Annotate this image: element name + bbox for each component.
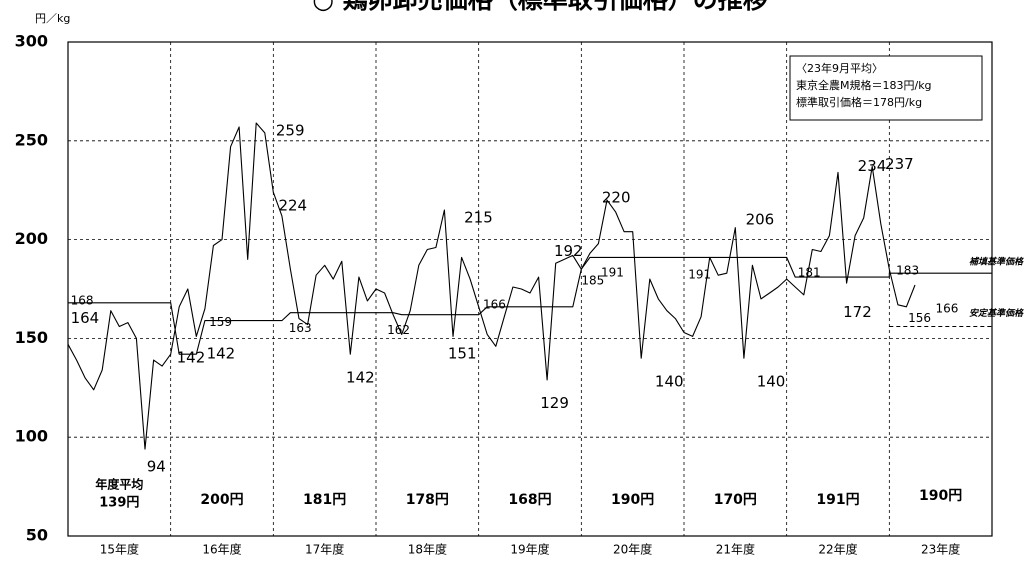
data-label: 191 <box>688 268 711 282</box>
reference-line-label: 安定基準価格 <box>969 308 1024 319</box>
data-label: 142 <box>177 349 206 367</box>
data-label: 164 <box>71 309 100 327</box>
x-tick-label: 19年度 <box>510 542 549 557</box>
data-label: 259 <box>276 121 305 139</box>
data-label: 129 <box>540 394 569 412</box>
axes: 50 100 150 200 250 300 15年度 16年度 17年度 18年度 19年度 20年… <box>15 32 993 557</box>
data-label: 168 <box>71 293 94 307</box>
info-box: 〈23年9月平均〉東京全農M規格＝183円/kg 標準取引価格＝178円/kg <box>789 55 983 121</box>
series-line-1 <box>67 122 916 450</box>
period-average-value: 190円 <box>611 492 654 508</box>
data-label: 234 <box>858 157 887 175</box>
data-label: 156 <box>908 311 931 325</box>
x-tick-label: 22年度 <box>818 542 857 557</box>
info-box-line: 東京全農M規格＝183円/kg <box>796 78 932 92</box>
data-label: 220 <box>602 189 631 207</box>
x-tick-label: 18年度 <box>408 542 447 557</box>
data-label: 140 <box>655 372 684 390</box>
info-box-line: 〈23年9月平均〉 <box>796 61 883 75</box>
info-box-line: 標準取引価格＝178円/kg <box>796 95 922 109</box>
data-label: 215 <box>464 208 493 226</box>
data-label: 181 <box>798 266 821 280</box>
y-tick-label: 50 <box>26 526 48 545</box>
x-tick-label: 23年度 <box>921 542 960 557</box>
data-label: 162 <box>387 323 410 337</box>
period-average-value: 178円 <box>406 492 449 508</box>
gridlines <box>68 42 992 536</box>
period-average-value: 181円 <box>303 492 346 508</box>
data-label: 163 <box>289 321 312 335</box>
data-label: 142 <box>207 345 236 363</box>
data-label: 142 <box>346 368 375 386</box>
data-label: 192 <box>554 242 583 260</box>
data-label: 166 <box>483 297 506 311</box>
period-average-value: 168円 <box>508 492 551 508</box>
data-label: 185 <box>581 274 604 288</box>
x-tick-label: 17年度 <box>305 542 344 557</box>
chart-title: ○ 鶏卵卸売価格（標準取引価格）の推移 <box>312 0 768 14</box>
period-average-label: 年度平均 <box>95 477 143 492</box>
reference-line-label: 補填基準価格 <box>969 257 1024 268</box>
y-axis-unit-label: 円／kg <box>35 12 70 25</box>
y-tick-label: 100 <box>15 427 48 446</box>
x-tick-label: 16年度 <box>202 542 241 557</box>
data-label: 237 <box>885 155 914 173</box>
data-label: 151 <box>448 345 477 363</box>
period-average-value: 200円 <box>200 492 243 508</box>
series-line-2 <box>68 256 992 355</box>
y-tick-label: 200 <box>15 229 48 248</box>
data-label: 183 <box>896 264 919 278</box>
data-label: 159 <box>209 315 232 329</box>
data-label: 166 <box>936 301 959 315</box>
price-series <box>67 122 992 450</box>
data-label: 191 <box>601 266 624 280</box>
y-tick-label: 250 <box>15 130 48 149</box>
period-average-value: 191円 <box>816 492 859 508</box>
data-label: 206 <box>746 210 775 228</box>
y-tick-label: 300 <box>15 32 48 51</box>
period-average-value: 139円 <box>99 496 139 511</box>
x-tick-label: 15年度 <box>100 542 139 557</box>
info-box-frame <box>789 55 983 121</box>
data-label: 224 <box>278 197 307 215</box>
data-label: 172 <box>843 303 872 321</box>
period-averages: 年度平均 139円 200円 181円 178円 168円 190円 170円 191円 190円 <box>95 477 962 511</box>
period-average-value: 190円 <box>919 488 962 504</box>
data-label: 94 <box>147 457 166 475</box>
x-tick-label: 20年度 <box>613 542 652 557</box>
plot-frame <box>67 41 993 537</box>
y-tick-label: 150 <box>15 328 48 347</box>
x-tick-label: 21年度 <box>716 542 755 557</box>
period-average-value: 170円 <box>714 492 757 508</box>
data-label: 140 <box>757 372 786 390</box>
